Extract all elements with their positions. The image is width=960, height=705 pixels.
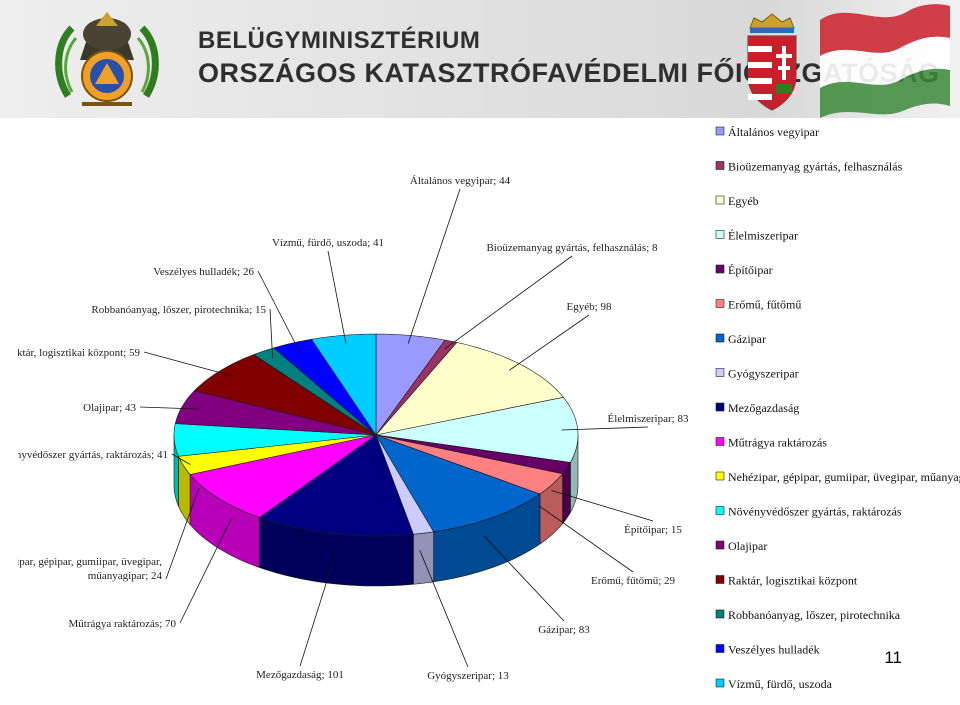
hungarian-coat-of-arms-icon bbox=[747, 13, 797, 111]
leader-line-nehezipar-gepipar-gumiipar-uvegipar-muanyagipar bbox=[165, 487, 200, 580]
data-label-gyogyszeripar: Gyógyszeripar; 13 bbox=[427, 670, 509, 682]
legend-item-novenyvedoszer-gyartas-raktarozas: Növényvédőszer gyártás, raktározás bbox=[728, 505, 902, 519]
legend-item-epitoipar: Építőipar bbox=[728, 263, 773, 277]
leader-line-vizmu-furdo-uszoda bbox=[327, 250, 347, 344]
legend-swatch-olajipar bbox=[715, 540, 725, 550]
pie-slice-veszelyes-hulladek bbox=[273, 338, 377, 436]
legend-swatch-mutragya-raktarozas bbox=[715, 437, 725, 446]
data-label-epitoipar: Építőipar; 15 bbox=[624, 524, 682, 536]
legend-item-olajipar: Olajipar bbox=[728, 539, 767, 553]
data-label-elelmiszeripar: Élelmiszeripar; 83 bbox=[608, 413, 689, 425]
legend-swatch-elelmiszeripar bbox=[715, 230, 725, 239]
legend-swatch-robbanoanyag-loszer-pirotechnika bbox=[715, 609, 725, 619]
legend-item-elelmiszeripar: Élelmiszeripar bbox=[728, 229, 798, 243]
header-banner-background bbox=[0, 0, 960, 118]
legend-item-altalanos-vegyipar: Általános vegyipar bbox=[728, 125, 819, 139]
data-label-vizmu-furdo-uszoda: Vízmű, fürdő, uszoda; 41 bbox=[272, 237, 384, 249]
leader-line-mezogazdasag bbox=[299, 550, 337, 667]
leader-line-olajipar bbox=[139, 406, 198, 410]
leader-line-gazipar bbox=[483, 535, 565, 622]
legend-item-mutragya-raktarozas: Műtrágya raktározás bbox=[728, 436, 827, 450]
leader-line-mutragya-raktarozas bbox=[179, 518, 232, 624]
chart-area: Általános vegyipar; 44 Bioüzemanyag gyárt… bbox=[18, 118, 960, 705]
legend-swatch-gazipar bbox=[715, 333, 725, 343]
legend-swatch-gyogyszeripar bbox=[715, 368, 725, 377]
data-label-robbanoanyag-loszer-pirotechnika: Robbanóanyag, lőszer, pirotechnika; 15 bbox=[91, 304, 266, 316]
pie-slice-novenyvedoszer-gyartas-raktarozas bbox=[173, 423, 377, 457]
data-label-mutragya-raktarozas: Műtrágya raktározás; 70 bbox=[68, 618, 176, 630]
pie-slice-gazipar bbox=[375, 434, 541, 533]
legend-swatch-epitoipar bbox=[715, 264, 725, 274]
pie-slice-mezogazdasag bbox=[258, 434, 414, 537]
leader-line-elelmiszeripar bbox=[561, 426, 649, 431]
disaster-management-emblem-icon bbox=[55, 12, 159, 106]
legend: Általános vegyipar Bioüzemanyag gyártás, … bbox=[715, 125, 960, 691]
legend-item-raktar-logisztikai-kozpont: Raktár, logisztikai központ bbox=[728, 574, 858, 588]
legend-item-eromu-futomu: Erőmű, fűtőmű bbox=[728, 298, 801, 312]
page-number: 11 bbox=[884, 648, 902, 667]
leader-line-raktar-logisztikai-kozpont bbox=[143, 351, 233, 377]
data-label-raktar-logisztikai-kozpont: Raktár, logisztikai központ; 59 bbox=[18, 347, 140, 359]
legend-item-robbanoanyag-loszer-pirotechnika: Robbanóanyag, lőszer, pirotechnika bbox=[728, 608, 901, 622]
legend-swatch-mezogazdasag bbox=[715, 402, 725, 412]
legend-swatch-nehezipar-gepipar-gumiipar-uvegipar-muanyagipar bbox=[715, 471, 725, 481]
ministry-title: BELÜGYMINISZTÉRIUM bbox=[198, 27, 481, 54]
leader-line-robbanoanyag-loszer-pirotechnika bbox=[269, 308, 273, 358]
legend-swatch-altalanos-vegyipar bbox=[715, 126, 725, 136]
directorate-title: ORSZÁGOS KATASZTRÓFAVÉDELMI FŐIGAZGATÓSÁ… bbox=[198, 58, 940, 88]
pie-slice-mutragya-raktarozas bbox=[189, 434, 377, 518]
legend-swatch-vizmu-furdo-uszoda bbox=[715, 678, 725, 688]
pie-slice-robbanoanyag-loszer-pirotechnika bbox=[253, 347, 377, 436]
leader-line-egyeb bbox=[509, 314, 590, 371]
pie-slice-gyogyszeripar bbox=[375, 434, 435, 535]
pie-slice-epitoipar bbox=[375, 434, 571, 475]
pie-slice-eromu-futomu bbox=[375, 434, 564, 495]
legend-swatch-veszelyes-hulladek bbox=[715, 644, 725, 653]
data-label-mezogazdasag: Mezőgazdaság; 101 bbox=[256, 669, 344, 681]
data-labels: Általános vegyipar; 44 Bioüzemanyag gyárt… bbox=[18, 175, 689, 682]
data-label-altalanos-vegyipar: Általános vegyipar; 44 bbox=[410, 175, 511, 187]
legend-item-veszelyes-hulladek: Veszélyes hulladék bbox=[728, 643, 820, 657]
legend-swatch-biouzemanyag-gyartas-felhasznalas bbox=[715, 161, 725, 170]
data-label-egyeb: Egyéb; 98 bbox=[567, 301, 612, 313]
legend-item-gyogyszeripar: Gyógyszeripar bbox=[728, 367, 799, 381]
legend-swatch-eromu-futomu bbox=[715, 299, 725, 308]
data-label-olajipar: Olajipar; 43 bbox=[83, 402, 136, 414]
national-flag-ribbon-icon bbox=[820, 4, 950, 118]
leader-line-novenyvedoszer-gyartas-raktarozas bbox=[171, 453, 191, 465]
data-label-nehezipar-gepipar-gumiipar-uvegipar-muanyagipar: Nehézipar, gépipar, gumiipar, üvegipar,m… bbox=[18, 556, 162, 582]
leader-line-eromu-futomu bbox=[538, 504, 634, 573]
pie-slice-olajipar bbox=[174, 390, 377, 436]
data-label-eromu-futomu: Erőmű, fűtőmű; 29 bbox=[591, 575, 676, 587]
legend-item-biouzemanyag-gyartas-felhasznalas: Bioüzemanyag gyártás, felhasználás bbox=[728, 160, 903, 174]
legend-item-vizmu-furdo-uszoda: Vízmű, fürdő, uszoda bbox=[728, 677, 833, 691]
data-label-biouzemanyag-gyartas-felhasznalas: Bioüzemanyag gyártás, felhasználás; 8 bbox=[486, 242, 658, 254]
leader-line-gyogyszeripar bbox=[419, 550, 469, 668]
leader-line-biouzemanyag-gyartas-felhasznalas bbox=[444, 255, 573, 350]
data-label-gazipar: Gázipar; 83 bbox=[538, 624, 590, 636]
pie-slice-vizmu-furdo-uszoda bbox=[311, 333, 377, 436]
data-label-novenyvedoszer-gyartas-raktarozas: Növényvédőszer gyártás, raktározás; 41 bbox=[18, 449, 168, 461]
page-header: BELÜGYMINISZTÉRIUM ORSZÁGOS KATASZTRÓFAV… bbox=[0, 0, 960, 118]
legend-swatch-egyeb bbox=[715, 195, 725, 205]
legend-item-mezogazdasag: Mezőgazdaság bbox=[728, 401, 799, 415]
leader-line-altalanos-vegyipar bbox=[407, 188, 461, 344]
legend-item-nehezipar-gepipar-gumiipar-uvegipar-muanyagipar: Nehézipar, gépipar, gumiipar, üvegipar, … bbox=[728, 470, 960, 484]
legend-swatch-novenyvedoszer-gyartas-raktarozas bbox=[715, 506, 725, 515]
leader-line-veszelyes-hulladek bbox=[257, 270, 300, 351]
data-label-veszelyes-hulladek: Veszélyes hulladék; 26 bbox=[153, 266, 254, 278]
legend-item-gazipar: Gázipar bbox=[728, 332, 766, 346]
pie-slice-raktar-logisztikai-kozpont bbox=[193, 354, 377, 436]
legend-item-egyeb: Egyéb bbox=[728, 194, 759, 208]
leader-line-epitoipar bbox=[551, 490, 654, 522]
legend-swatch-raktar-logisztikai-kozpont bbox=[715, 575, 725, 584]
pie-chart: Általános vegyipar; 44 Bioüzemanyag gyárt… bbox=[18, 125, 960, 691]
